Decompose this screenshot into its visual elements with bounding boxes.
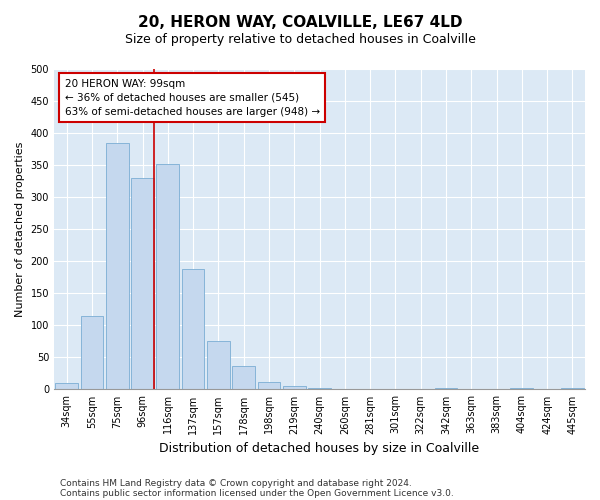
Bar: [80, 316, 103, 390]
Text: 20 HERON WAY: 99sqm
← 36% of detached houses are smaller (545)
63% of semi-detac: 20 HERON WAY: 99sqm ← 36% of detached ho…: [65, 78, 320, 116]
Bar: [283, 386, 305, 390]
Text: Contains HM Land Registry data © Crown copyright and database right 2024.: Contains HM Land Registry data © Crown c…: [60, 478, 412, 488]
Text: Size of property relative to detached houses in Coalville: Size of property relative to detached ho…: [125, 32, 475, 46]
Bar: [308, 388, 331, 390]
Bar: [182, 269, 205, 390]
Bar: [106, 142, 128, 390]
X-axis label: Distribution of detached houses by size in Coalville: Distribution of detached houses by size …: [160, 442, 479, 455]
Bar: [511, 388, 533, 390]
Bar: [55, 383, 78, 390]
Y-axis label: Number of detached properties: Number of detached properties: [15, 142, 25, 317]
Bar: [207, 342, 230, 390]
Bar: [561, 388, 584, 390]
Text: Contains public sector information licensed under the Open Government Licence v3: Contains public sector information licen…: [60, 488, 454, 498]
Bar: [131, 178, 154, 390]
Bar: [157, 164, 179, 390]
Bar: [434, 388, 457, 390]
Bar: [232, 366, 255, 390]
Text: 20, HERON WAY, COALVILLE, LE67 4LD: 20, HERON WAY, COALVILLE, LE67 4LD: [138, 15, 462, 30]
Bar: [257, 382, 280, 390]
